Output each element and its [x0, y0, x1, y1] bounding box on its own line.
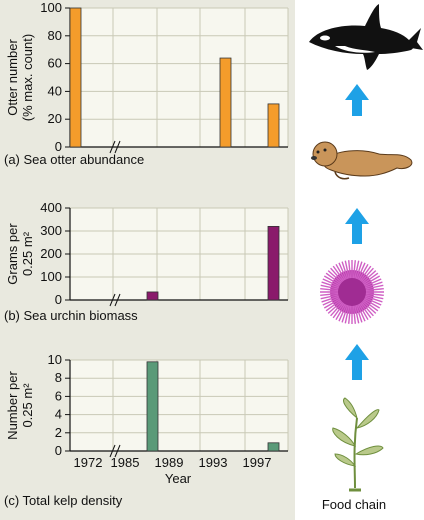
food-chain-arrow-3	[345, 344, 369, 380]
sea-urchin-icon	[320, 260, 384, 324]
y-tick-label: 40	[48, 83, 62, 98]
chart-title: (a) Sea otter abundance	[4, 152, 144, 167]
y-tick-label: 6	[55, 388, 62, 403]
y-tick-label: 400	[40, 200, 62, 215]
y-tick-label: 4	[55, 407, 62, 422]
y-tick-label: 80	[48, 28, 62, 43]
y-tick-label: 0	[55, 139, 62, 154]
x-tick-label: 1972	[74, 455, 103, 470]
y-tick-label: 8	[55, 370, 62, 385]
food-chain-arrow-1	[345, 84, 369, 116]
chart-title: (b) Sea urchin biomass	[4, 308, 138, 323]
food-chain-arrow-2	[345, 208, 369, 244]
bar	[146, 361, 159, 452]
y-axis-label: (% max. count)	[20, 34, 35, 121]
axis-break	[114, 140, 121, 154]
y-tick-label: 200	[40, 246, 62, 261]
plot-area	[70, 8, 288, 147]
x-axis-label: Year	[165, 471, 192, 486]
y-tick-label: 2	[55, 425, 62, 440]
axis-break	[114, 444, 121, 458]
y-tick-label: 20	[48, 111, 62, 126]
bar	[267, 103, 280, 148]
y-tick-label: 100	[40, 0, 62, 15]
bar	[267, 442, 280, 452]
y-axis-label: Otter number	[5, 39, 20, 116]
orca-icon	[309, 4, 423, 70]
kelp-icon	[332, 397, 384, 492]
chart-title: (c) Total kelp density	[4, 493, 123, 508]
food-chain-illustration	[309, 4, 423, 492]
y-axis-label: 0.25 m²	[20, 383, 35, 428]
axis-break	[109, 293, 116, 307]
axis-break	[109, 444, 116, 458]
x-tick-label: 1985	[111, 455, 140, 470]
y-axis-label: Grams per	[5, 223, 20, 285]
bar	[267, 225, 280, 301]
x-tick-label: 1993	[199, 455, 228, 470]
sea-otter-icon	[311, 141, 413, 180]
x-tick-label: 1989	[155, 455, 184, 470]
y-axis-label: Number per	[5, 371, 20, 440]
plot-area	[70, 360, 288, 451]
axis-break	[114, 293, 121, 307]
y-tick-label: 0	[55, 443, 62, 458]
y-tick-label: 60	[48, 56, 62, 71]
x-tick-label: 1997	[243, 455, 272, 470]
y-tick-label: 300	[40, 223, 62, 238]
bar	[146, 291, 159, 301]
food-chain-label: Food chain	[321, 497, 387, 512]
axis-break	[109, 140, 116, 154]
bar	[69, 7, 82, 148]
y-tick-label: 0	[55, 292, 62, 307]
bar	[219, 57, 232, 148]
y-tick-label: 100	[40, 269, 62, 284]
y-tick-label: 10	[48, 352, 62, 367]
y-axis-label: 0.25 m²	[20, 231, 35, 276]
